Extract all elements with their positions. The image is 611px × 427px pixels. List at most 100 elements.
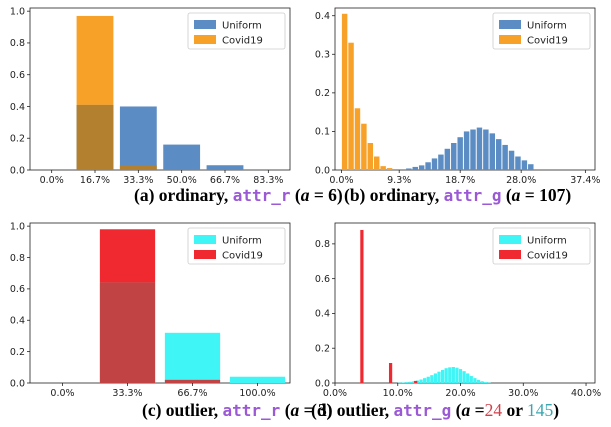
bar-uniform [448, 367, 452, 383]
bar-uniform [415, 380, 420, 383]
x-tick-label: 0.0% [323, 388, 347, 399]
bar-uniform [444, 148, 451, 170]
bar-uniform [484, 382, 488, 383]
legend-swatch-uniform [499, 20, 521, 29]
bar-uniform [426, 376, 430, 383]
bar-uniform [419, 379, 423, 383]
bar-uniform [457, 137, 463, 170]
x-tick-label: 37.4% [570, 175, 600, 186]
bar-covid19 [380, 166, 386, 170]
bar-covid19 [386, 168, 393, 170]
x-tick-label: 18.7% [445, 175, 475, 186]
bar-uniform [483, 129, 489, 170]
bar-covid19 [388, 363, 393, 383]
bar-covid19 [414, 380, 418, 383]
x-tick-label: 33.3% [123, 175, 153, 186]
bar-uniform [528, 164, 534, 170]
y-tick-label: 0.2 [315, 344, 330, 355]
caption-b: (b) ordinary, attr_g (a = 107) [344, 185, 571, 205]
legend-label-covid19: Covid19 [222, 251, 263, 262]
bar-uniform [476, 127, 483, 170]
bar-uniform [437, 371, 441, 383]
bar-uniform [502, 144, 508, 170]
legend-label-uniform: Uniform [527, 236, 567, 247]
bar-uniform [462, 371, 466, 383]
bar-uniform [440, 369, 445, 383]
x-tick-label: 83.3% [253, 175, 283, 186]
plot-frame [29, 7, 291, 171]
bar-uniform [463, 131, 470, 170]
legend-swatch-covid19 [194, 250, 216, 259]
bar-overlap [119, 165, 157, 170]
bar-covid19 [348, 42, 354, 170]
x-tick-label: 40.0% [571, 388, 601, 399]
bar-covid19 [367, 143, 374, 170]
bar-uniform [401, 382, 405, 383]
x-tick-label: 20.0% [445, 388, 475, 399]
bar-uniform [473, 378, 477, 383]
bar-uniform [470, 129, 476, 170]
y-tick-label: 1.0 [10, 221, 25, 232]
bar-uniform [444, 368, 448, 383]
y-tick-label: 0.3 [315, 50, 330, 61]
legend-label-covid19: Covid19 [527, 36, 568, 47]
x-tick-label: 0.0% [40, 175, 64, 186]
x-tick-label: 0.0% [50, 388, 74, 399]
legend-swatch-covid19 [499, 35, 521, 44]
y-tick-label: 0.0 [315, 165, 330, 176]
x-tick-label: 16.7% [80, 175, 110, 186]
legend-label-uniform: Uniform [527, 21, 567, 32]
legend-label-covid19: Covid19 [222, 36, 263, 47]
y-tick-label: 0.2 [10, 347, 25, 358]
bar-covid19 [99, 229, 156, 283]
panel-d: 0.0 0.2 0.4 0.6 0.8 0.0% 10.0% 20.0% 30.0% 40.0% U… [315, 222, 601, 399]
x-tick-label: 10.0% [383, 388, 413, 399]
y-tick-label: 0.4 [10, 316, 25, 327]
panel-c: 0.0 0.2 0.4 0.6 0.8 1.0 0.0% 33.3% 66.7% 100.0% Un… [10, 221, 291, 399]
bar-uniform [406, 168, 412, 170]
x-tick-label: 28.0% [506, 175, 536, 186]
bar-covid19 [354, 108, 361, 170]
legend-swatch-uniform [194, 235, 216, 244]
y-tick-label: 0.2 [10, 134, 25, 145]
bar-covid19 [76, 15, 114, 105]
x-tick-label: 33.3% [112, 388, 142, 399]
bar-uniform [521, 160, 528, 170]
bar-uniform [515, 156, 521, 170]
bar-overlap [164, 379, 221, 383]
y-tick-label: 0.4 [315, 309, 330, 320]
bar-covid19 [374, 156, 380, 170]
bar-uniform [425, 162, 431, 170]
y-tick-label: 0.0 [315, 378, 330, 389]
bar-uniform [455, 367, 459, 383]
x-tick-label: 50.0% [167, 175, 197, 186]
legend-label-uniform: Uniform [222, 236, 262, 247]
x-tick-label: 100.0% [239, 388, 275, 399]
bar-uniform [119, 106, 157, 170]
bar-uniform [438, 154, 444, 170]
plot-frame [29, 222, 291, 384]
panel-a: 0.0 0.2 0.4 0.6 0.8 1.0 0.0% 16.7% 33.3% 50.0% 66.… [10, 6, 291, 186]
bar-uniform [508, 150, 515, 170]
y-tick-label: 0.1 [315, 127, 330, 138]
bar-uniform [206, 165, 244, 170]
x-tick-label: 0.0% [329, 175, 353, 186]
bar-uniform [476, 379, 481, 383]
bar-uniform [164, 332, 221, 383]
panel-b: 0.0 0.1 0.2 0.3 0.4 0.0% 9.3% 18.7% 28.0% 37.4% Un… [315, 7, 600, 186]
caption-d: (d) outlier, attr_g (a =24 or 145) [311, 400, 559, 420]
y-tick-label: 0.6 [10, 70, 25, 81]
bar-covid19 [361, 123, 367, 170]
legend-label-uniform: Uniform [222, 21, 262, 32]
y-tick-label: 0.8 [315, 239, 330, 250]
x-tick-label: 30.0% [508, 388, 538, 399]
bar-uniform [405, 382, 409, 383]
bar-uniform [451, 143, 457, 170]
y-tick-label: 0.6 [315, 274, 330, 285]
legend-swatch-uniform [194, 20, 216, 29]
bar-uniform [430, 375, 434, 383]
y-tick-label: 0.6 [10, 284, 25, 295]
bar-uniform [451, 367, 455, 383]
legend-swatch-covid19 [194, 35, 216, 44]
